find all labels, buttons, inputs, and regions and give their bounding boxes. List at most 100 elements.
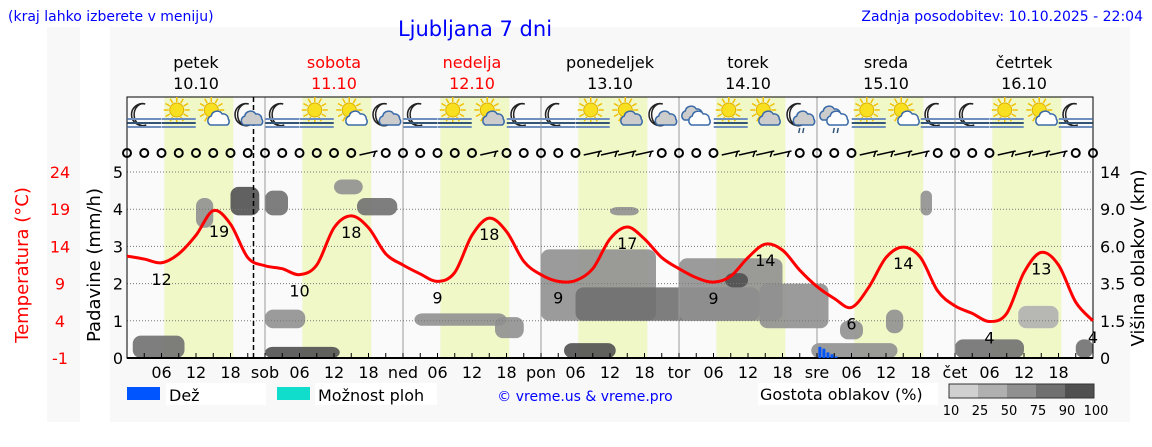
calm-wind-icon bbox=[674, 148, 684, 158]
moon-cloud-rain-icon bbox=[786, 102, 816, 134]
hour-tick-label: 18 bbox=[496, 363, 516, 382]
wind-barb-icon bbox=[1032, 150, 1051, 158]
cloud-shape bbox=[482, 110, 505, 126]
cloud-height-tick-label: 0 bbox=[1100, 349, 1110, 368]
hour-tick-label: 06 bbox=[841, 363, 861, 382]
sun-ray bbox=[318, 98, 322, 104]
sun-ray bbox=[165, 113, 171, 118]
rain-bar bbox=[822, 348, 826, 358]
calm-wind-icon bbox=[467, 148, 477, 158]
sun-ray bbox=[475, 113, 481, 118]
sun-ray bbox=[997, 98, 1002, 104]
wind-barb-icon bbox=[756, 150, 775, 158]
barb-tick bbox=[493, 150, 497, 158]
cloud-height-tick-label: 14 bbox=[1100, 163, 1120, 182]
hour-tick-label: 18 bbox=[1048, 363, 1068, 382]
sun-ray bbox=[889, 113, 895, 118]
density-level-label: 75 bbox=[1030, 404, 1047, 419]
hour-tick-label: 18 bbox=[220, 363, 240, 382]
wind-barb-icon bbox=[876, 150, 896, 158]
sun-ray bbox=[613, 113, 619, 118]
day-abbr-label: ned bbox=[388, 363, 418, 382]
legend-showers-swatch bbox=[277, 387, 310, 400]
calm-wind-icon bbox=[432, 148, 443, 158]
last-updated: Zadnja posodobitev: 10.10.2025 - 22:04 bbox=[861, 9, 1143, 25]
legend-rain-label: Dež bbox=[169, 386, 200, 405]
sun-ray bbox=[303, 113, 309, 118]
cloud-shape bbox=[1035, 110, 1058, 126]
day-name: sreda bbox=[864, 53, 908, 72]
sun-ray bbox=[628, 98, 633, 104]
sun-fog-icon bbox=[299, 97, 334, 128]
hour-tick-label: 06 bbox=[979, 363, 999, 382]
sun-cloud-icon bbox=[1026, 97, 1058, 126]
wind-barb-icon bbox=[480, 150, 499, 158]
calm-wind-icon bbox=[139, 148, 150, 158]
sun-ray bbox=[717, 113, 723, 118]
legend-rain-swatch bbox=[127, 387, 160, 400]
moon-shape bbox=[958, 102, 975, 127]
cloud-height-tick-label: 6.0 bbox=[1100, 237, 1125, 256]
wind-barb-icon bbox=[738, 150, 758, 158]
wind-barb-icon bbox=[359, 150, 378, 158]
sun-ray bbox=[855, 113, 861, 118]
sun-ray bbox=[480, 98, 484, 104]
sun-cloud-icon bbox=[336, 97, 368, 126]
calm-wind-icon bbox=[984, 148, 995, 158]
temperature-axis-label: Temperatura (°C) bbox=[12, 187, 33, 344]
sun-ray bbox=[183, 113, 189, 118]
sun-ray bbox=[204, 116, 208, 122]
temperature-label: 18 bbox=[479, 225, 499, 244]
sun-ray bbox=[475, 102, 481, 107]
sun-ray bbox=[490, 98, 495, 104]
barb-tick bbox=[786, 150, 791, 158]
moon-fog-icon bbox=[541, 102, 576, 128]
cloud-area bbox=[230, 186, 260, 216]
moon-shape bbox=[130, 102, 147, 127]
calm-wind-icon bbox=[553, 148, 564, 158]
barb-tick bbox=[1045, 150, 1049, 158]
cloud-shape bbox=[792, 110, 816, 126]
sun-fog-icon bbox=[437, 97, 472, 128]
sun-ray bbox=[1027, 102, 1033, 107]
temperature-label: 17 bbox=[617, 234, 637, 253]
precip-tick-label: 0 bbox=[113, 349, 123, 368]
sun-ray bbox=[337, 113, 343, 118]
cloud-area bbox=[265, 309, 306, 329]
hour-tick-label: 18 bbox=[634, 363, 654, 382]
copyright-link[interactable]: © vreme.us & vreme.pro bbox=[497, 389, 672, 405]
moon-shape bbox=[1062, 102, 1079, 127]
calm-wind-icon bbox=[536, 148, 546, 158]
cloud-area bbox=[357, 198, 398, 216]
barb-tick bbox=[873, 150, 877, 158]
sun-cloud-gray-icon bbox=[612, 97, 643, 126]
calm-wind-icon bbox=[277, 148, 288, 158]
legend: Dež Možnost ploh © vreme.us & vreme.pro … bbox=[127, 383, 1108, 419]
day-date: 15.10 bbox=[863, 74, 909, 93]
calm-wind-icon bbox=[294, 148, 305, 158]
moon-fog-icon bbox=[1058, 102, 1093, 128]
calm-wind-icon bbox=[794, 148, 805, 158]
day-name: petek bbox=[173, 53, 219, 72]
hour-tick-label: 12 bbox=[1014, 363, 1034, 382]
temperature-tick-label: 4 bbox=[55, 312, 65, 331]
rain-drop bbox=[802, 127, 805, 134]
density-level-label: 90 bbox=[1059, 404, 1076, 419]
sun-ray bbox=[199, 102, 205, 107]
precip-axis-label: Padavine (mm/h) bbox=[84, 188, 105, 342]
barb-tick bbox=[1028, 150, 1032, 158]
density-scale-frame bbox=[948, 383, 1095, 399]
sun-ray bbox=[579, 113, 585, 118]
wind-barb-icon bbox=[911, 150, 930, 158]
sun-ray bbox=[870, 98, 874, 104]
sun-ray bbox=[307, 98, 312, 104]
wind-barb-icon bbox=[583, 150, 602, 158]
page-title: Ljubljana 7 dni bbox=[398, 17, 552, 41]
cloudy-icon bbox=[681, 105, 711, 126]
density-swatch bbox=[1036, 384, 1065, 398]
calm-wind-icon bbox=[932, 148, 943, 158]
moon-shape bbox=[924, 102, 941, 127]
sun-ray bbox=[355, 102, 361, 107]
sun-ray bbox=[904, 98, 909, 104]
